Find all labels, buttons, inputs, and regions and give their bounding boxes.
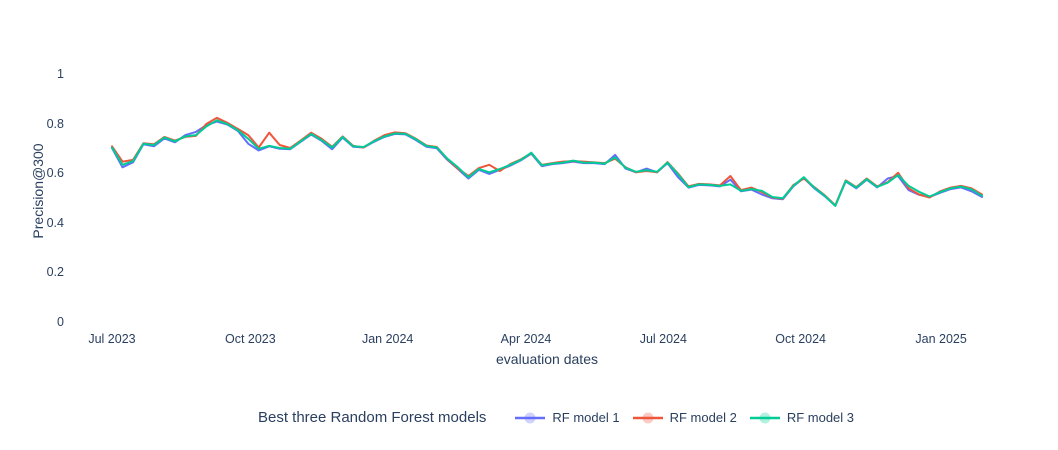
- y-tick-label: 0.6: [46, 166, 64, 180]
- x-axis-title: evaluation dates: [496, 351, 598, 367]
- legend-item-rf-model-3[interactable]: RF model 3: [749, 410, 854, 425]
- y-tick-label: 0.8: [46, 116, 64, 131]
- legend-title: Best three Random Forest models: [257, 409, 487, 426]
- legend-item-label: RF model 3: [786, 410, 855, 425]
- y-tick-label: 0.4: [46, 215, 64, 230]
- legend-line-marker-icon: [749, 412, 780, 423]
- x-tick-label: Oct 2024: [775, 332, 827, 346]
- x-tick-label: Jul 2023: [88, 332, 136, 346]
- legend-item-rf-model-2[interactable]: RF model 2: [632, 410, 737, 425]
- x-tick-label: Jul 2024: [639, 332, 687, 346]
- series-line-rf-model-2[interactable]: [111, 116, 983, 207]
- legend-item-rf-model-1[interactable]: RF model 1: [514, 410, 620, 425]
- legend: Best three Random Forest models RF model…: [27, 409, 1058, 426]
- series-line-rf-model-3[interactable]: [111, 119, 983, 207]
- y-tick-label: 0: [57, 314, 64, 329]
- x-tick-label: Jan 2025: [915, 332, 967, 346]
- legend-line-marker-icon: [632, 412, 663, 423]
- x-tick-label: Apr 2024: [500, 332, 552, 346]
- legend-line-marker-icon: [515, 412, 546, 423]
- x-tick-label: Oct 2023: [224, 332, 276, 346]
- y-tick-label: 1: [57, 67, 64, 81]
- legend-item-label: RF model 1: [552, 410, 620, 425]
- legend-item-label: RF model 2: [669, 410, 737, 425]
- y-tick-label: 0.2: [46, 265, 64, 279]
- x-tick-label: Jan 2024: [361, 332, 414, 346]
- legend-items: RF model 1 RF model 2 RF model 3: [502, 410, 854, 425]
